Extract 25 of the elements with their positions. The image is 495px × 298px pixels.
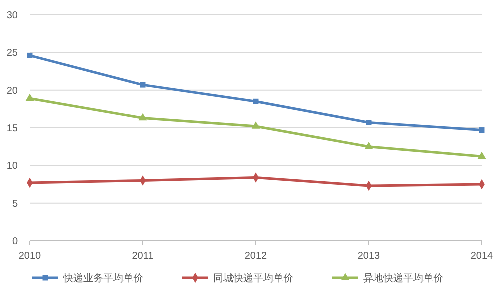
y-tick-label: 5	[12, 198, 18, 210]
point	[140, 82, 146, 88]
point	[364, 142, 374, 150]
y-tick-label: 15	[6, 124, 18, 134]
y-tick-label: 10	[6, 161, 18, 172]
legend-label: 同城快递平均单价	[214, 272, 294, 284]
point	[252, 122, 260, 129]
point	[27, 52, 33, 58]
point	[366, 120, 372, 126]
legend-label: 快递业务平均单价	[62, 272, 144, 284]
point	[478, 152, 486, 160]
legend-label: 异地快递平均单价	[364, 272, 444, 284]
x-tick-label: 2014	[470, 251, 494, 262]
x-tick-label: 2010	[18, 251, 42, 262]
y-tick-label: 30	[6, 10, 18, 22]
point	[479, 128, 485, 133]
y-tick-label: 20	[6, 86, 18, 97]
point	[138, 113, 148, 121]
x-tick-label: 2013	[358, 251, 381, 262]
x-tick-label: 2011	[132, 251, 154, 262]
point	[253, 98, 259, 104]
y-tick-label: 0	[12, 236, 18, 248]
x-tick-label: 2012	[244, 251, 268, 262]
y-tick-label: 25	[6, 48, 18, 60]
point	[26, 94, 34, 102]
